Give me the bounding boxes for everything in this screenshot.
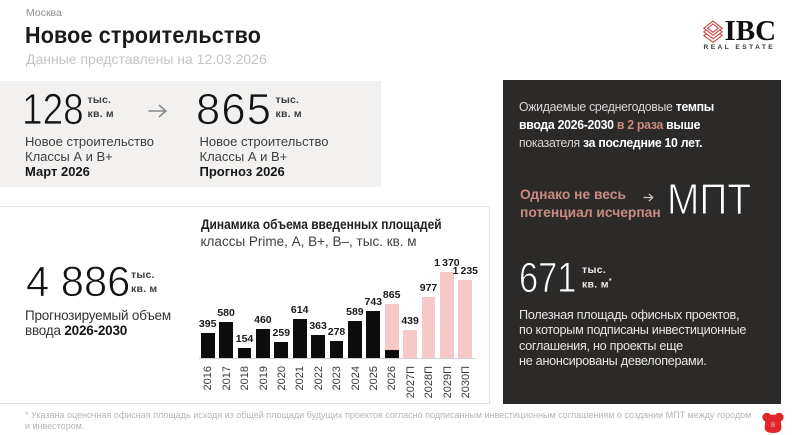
svg-text:8: 8 bbox=[770, 420, 774, 429]
